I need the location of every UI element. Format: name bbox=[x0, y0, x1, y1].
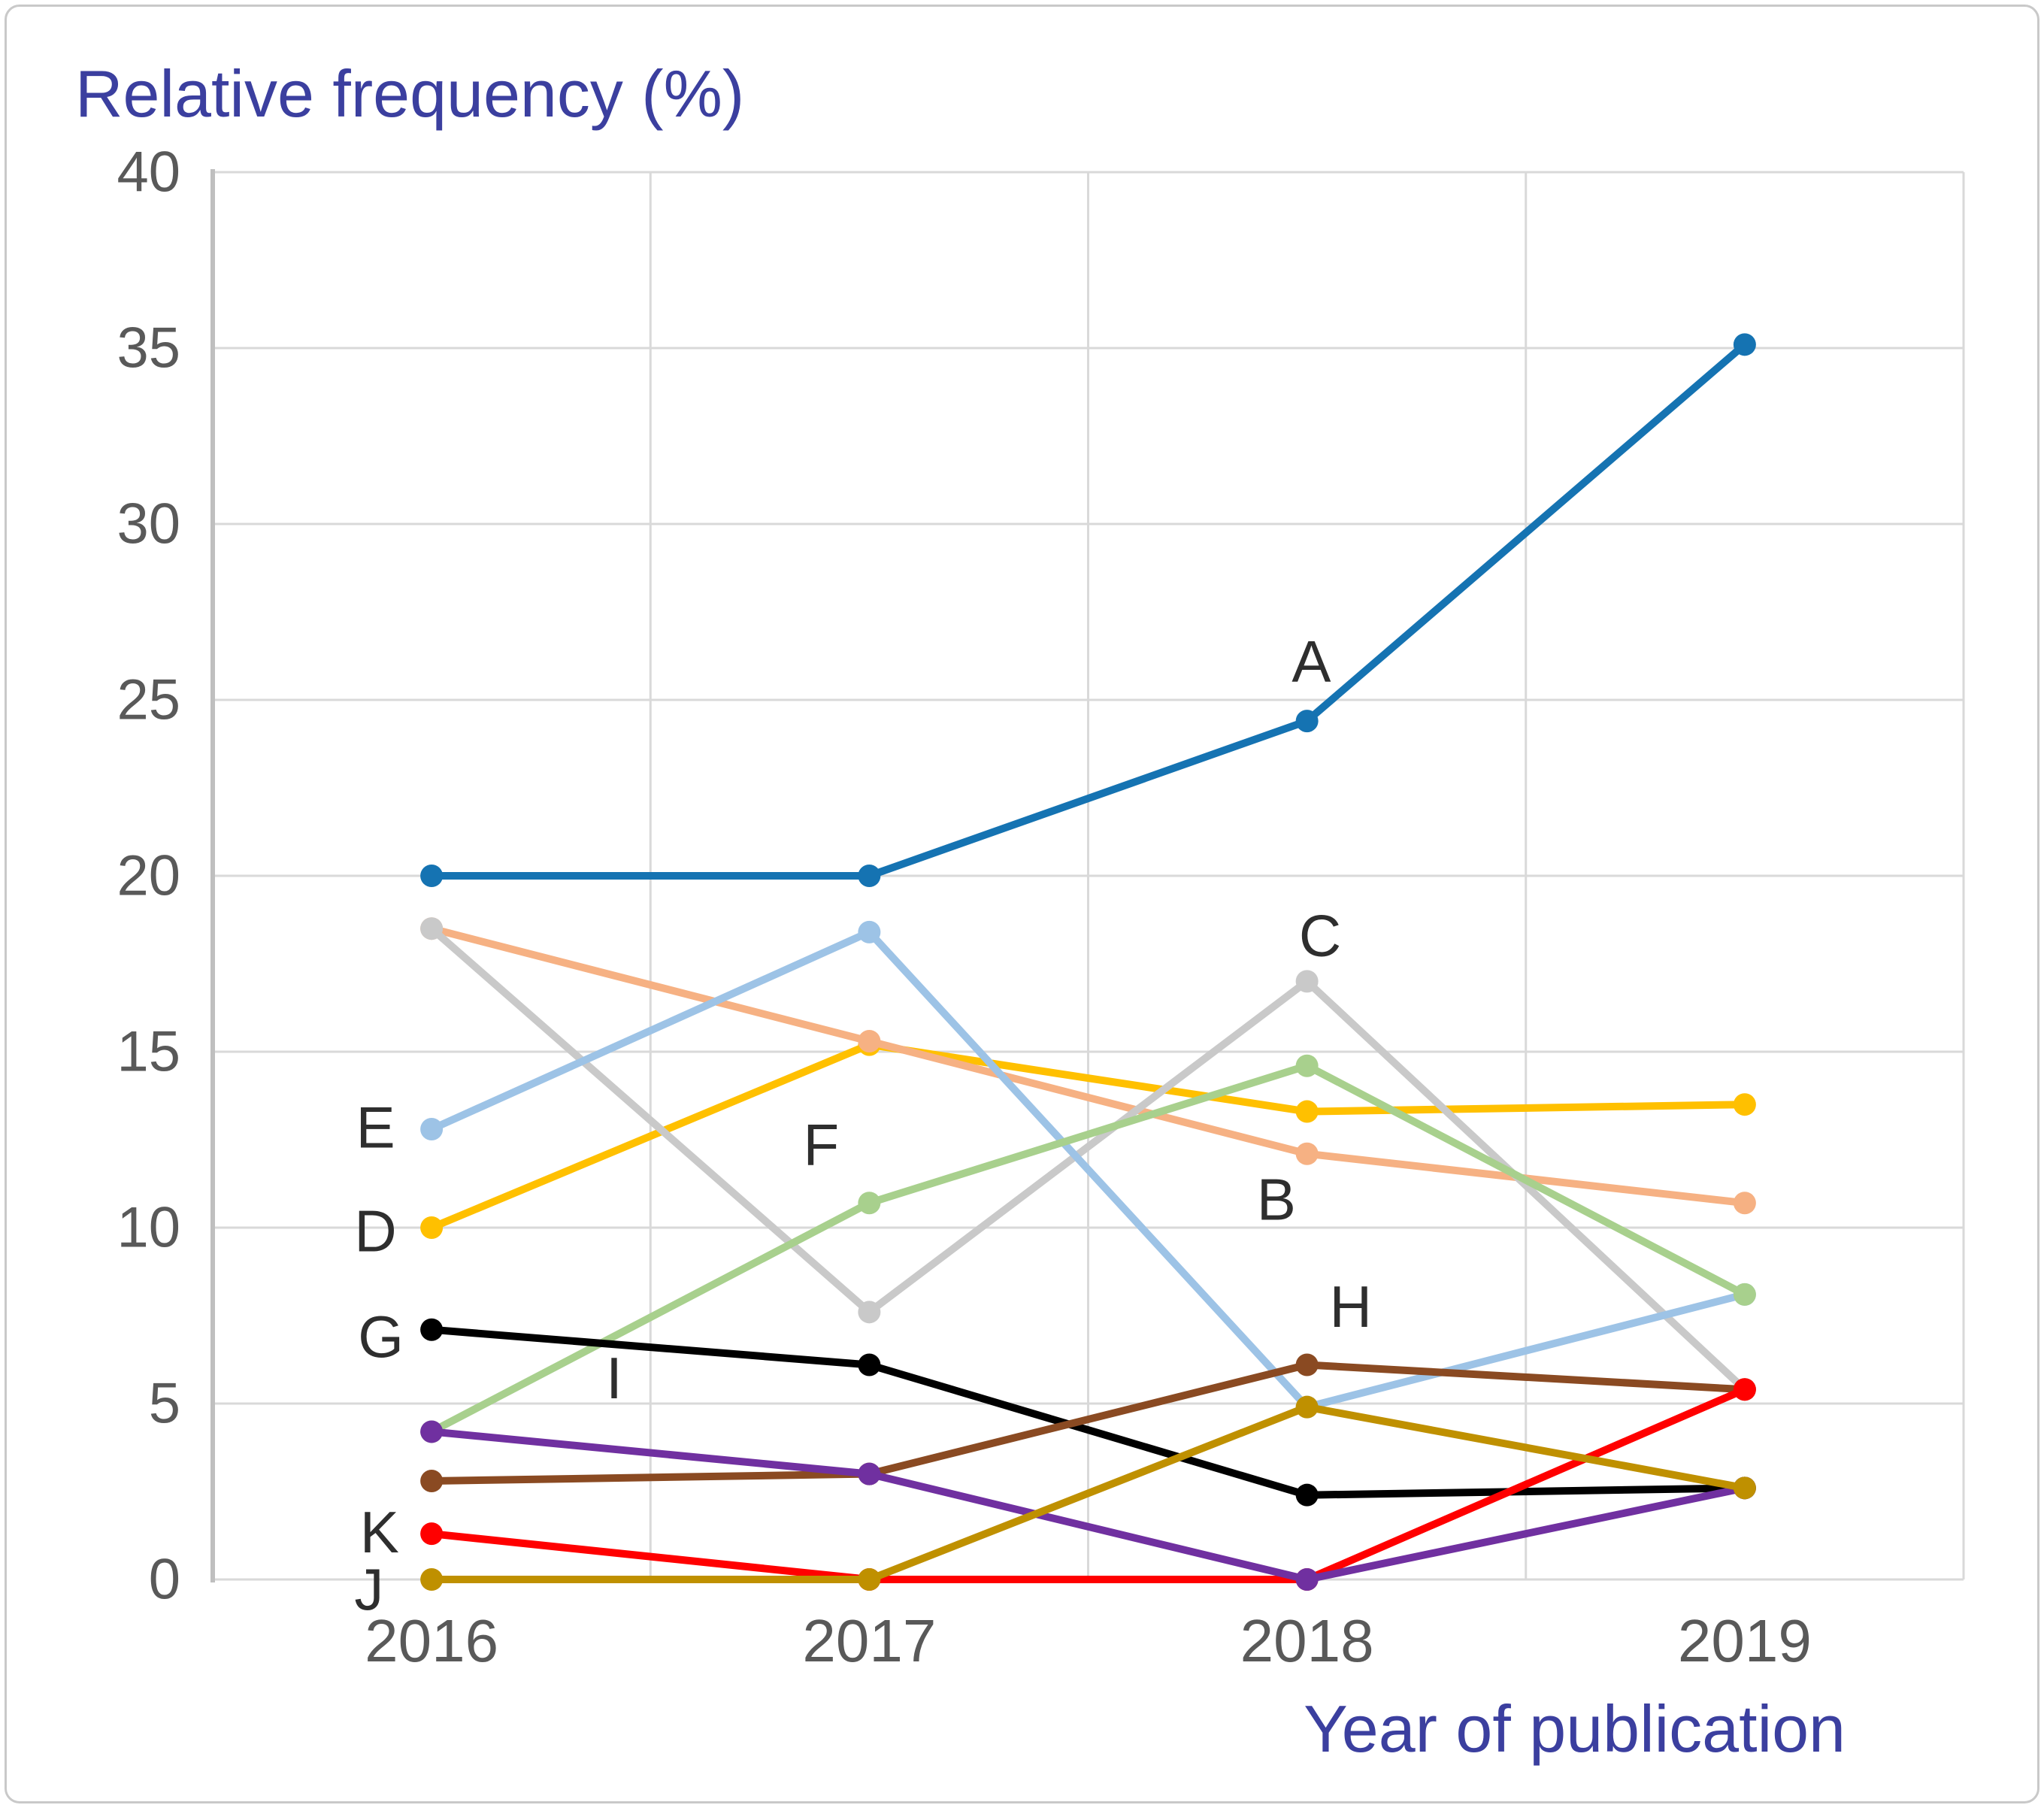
x-axis-title: Year of publication bbox=[1304, 1691, 1846, 1766]
y-tick-0: 0 bbox=[149, 1548, 180, 1612]
annotation-B: B bbox=[1257, 1167, 1296, 1233]
annotation-J: J bbox=[354, 1556, 383, 1622]
series-H-point-2018 bbox=[1295, 1353, 1319, 1376]
series-A-point-2019 bbox=[1733, 333, 1756, 356]
series-G-point-2018 bbox=[1295, 1483, 1319, 1507]
y-tick-35: 35 bbox=[117, 316, 180, 380]
series-F-line bbox=[428, 1061, 1749, 1436]
y-tick-labels: 0 5 10 15 20 25 30 35 40 bbox=[117, 141, 180, 1612]
series-F-point-2019 bbox=[1733, 1283, 1756, 1306]
series-B-point-2017 bbox=[858, 1029, 881, 1052]
data-series bbox=[420, 333, 1756, 1591]
annotation-E: E bbox=[356, 1095, 395, 1161]
series-H-line bbox=[428, 1361, 1749, 1485]
series-D-point-2018 bbox=[1295, 1100, 1319, 1123]
series-A-line bbox=[428, 341, 1749, 880]
series-J-point-2017 bbox=[858, 1568, 881, 1591]
y-tick-10: 10 bbox=[117, 1196, 180, 1260]
series-G-line bbox=[428, 1325, 1749, 1499]
series-D-point-2019 bbox=[1733, 1093, 1756, 1116]
series-A bbox=[420, 333, 1756, 887]
series-E-line bbox=[428, 928, 1749, 1411]
y-tick-15: 15 bbox=[117, 1020, 180, 1084]
series-C-point-2016 bbox=[420, 917, 444, 940]
x-tick-2019: 2019 bbox=[1678, 1607, 1812, 1674]
series-B-point-2019 bbox=[1733, 1192, 1756, 1215]
gridlines bbox=[211, 171, 1965, 1581]
series-J-point-2019 bbox=[1733, 1476, 1756, 1500]
series-H-point-2016 bbox=[420, 1469, 444, 1492]
series-C-point-2017 bbox=[858, 1301, 881, 1324]
y-tick-30: 30 bbox=[117, 492, 180, 556]
x-tick-2018: 2018 bbox=[1240, 1607, 1374, 1674]
series-I-line bbox=[428, 1428, 1749, 1583]
series-K-point-2019 bbox=[1733, 1378, 1756, 1401]
x-tick-2016: 2016 bbox=[365, 1607, 498, 1674]
series-I-point-2017 bbox=[858, 1462, 881, 1485]
series-F-point-2017 bbox=[858, 1192, 881, 1215]
annotation-A: A bbox=[1292, 628, 1331, 695]
series-A-point-2016 bbox=[420, 865, 444, 887]
chart-title: Relative frequency (%) bbox=[75, 56, 744, 131]
x-tick-labels: 2016 2017 2018 2019 bbox=[365, 1607, 1812, 1674]
series-E-point-2016 bbox=[420, 1117, 444, 1140]
y-tick-25: 25 bbox=[117, 668, 180, 732]
series-G-point-2016 bbox=[420, 1318, 444, 1341]
series-J-point-2018 bbox=[1295, 1395, 1319, 1419]
annotation-G: G bbox=[358, 1304, 404, 1370]
series-J-line bbox=[428, 1403, 1749, 1583]
y-tick-5: 5 bbox=[149, 1372, 180, 1436]
annotation-C: C bbox=[1299, 903, 1341, 969]
series-A-point-2017 bbox=[858, 865, 881, 887]
series-K-line bbox=[428, 1386, 1749, 1583]
series-J-point-2016 bbox=[420, 1568, 444, 1591]
series-J bbox=[420, 1395, 1756, 1591]
series-K-point-2016 bbox=[420, 1522, 444, 1546]
y-tick-20: 20 bbox=[117, 844, 180, 908]
series-F bbox=[420, 1054, 1756, 1443]
series-D-point-2016 bbox=[420, 1216, 444, 1239]
series-F-point-2018 bbox=[1295, 1054, 1319, 1077]
series-I-point-2018 bbox=[1295, 1568, 1319, 1591]
x-tick-2017: 2017 bbox=[802, 1607, 936, 1674]
series-I-point-2016 bbox=[420, 1420, 444, 1443]
series-B-point-2018 bbox=[1295, 1142, 1319, 1165]
series-letter-labels: A B C DE F G H I JK bbox=[354, 628, 1372, 1623]
series-A-point-2018 bbox=[1295, 710, 1319, 733]
series-D-line bbox=[428, 1040, 1749, 1231]
annotation-H: H bbox=[1330, 1273, 1372, 1340]
series-C-point-2018 bbox=[1295, 970, 1319, 993]
series-G-point-2017 bbox=[858, 1353, 881, 1376]
annotation-I: I bbox=[606, 1345, 622, 1411]
series-E-point-2017 bbox=[858, 920, 881, 943]
annotation-F: F bbox=[803, 1112, 839, 1178]
annotation-K: K bbox=[360, 1499, 399, 1565]
series-C-line bbox=[428, 925, 1749, 1394]
annotation-D: D bbox=[354, 1198, 396, 1264]
y-tick-40: 40 bbox=[117, 141, 180, 204]
